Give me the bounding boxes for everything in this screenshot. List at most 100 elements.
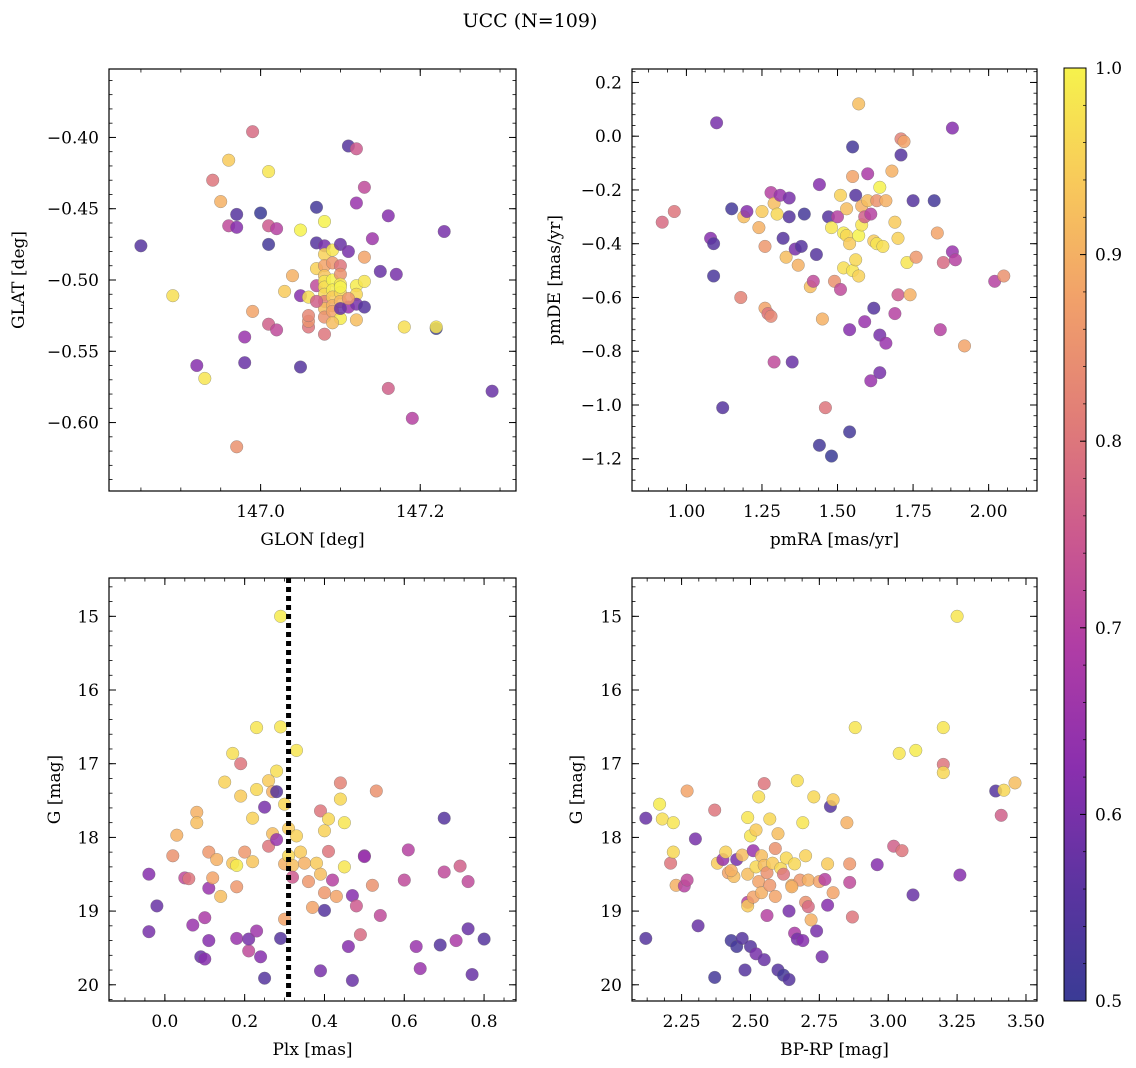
data-point — [341, 939, 355, 954]
data-point — [278, 284, 292, 298]
data-point — [242, 932, 256, 946]
data-point — [373, 908, 387, 923]
data-point — [764, 309, 778, 323]
data-point — [313, 804, 328, 818]
data-point — [134, 239, 148, 253]
data-point — [465, 967, 479, 982]
x-tick-label: 3.00 — [869, 1012, 907, 1032]
data-point — [449, 934, 463, 948]
data-point — [876, 239, 890, 253]
data-point — [879, 194, 893, 208]
data-point — [719, 845, 733, 859]
data-point — [230, 207, 244, 221]
data-point — [289, 829, 304, 843]
data-point — [936, 255, 950, 270]
data-point — [349, 196, 363, 210]
data-point — [317, 824, 332, 838]
data-point — [429, 320, 443, 334]
data-point — [270, 833, 284, 847]
y-axis-label: GLAT [deg] — [9, 231, 29, 329]
x-tick-label: 1.00 — [667, 502, 705, 522]
data-point — [409, 939, 423, 954]
data-point — [655, 812, 669, 826]
x-tick-label: 147.0 — [236, 502, 285, 522]
data-point — [735, 848, 749, 862]
data-point — [782, 210, 796, 224]
data-point — [309, 200, 324, 214]
data-point — [870, 858, 884, 872]
data-point — [198, 371, 212, 385]
data-point — [349, 313, 363, 327]
data-point — [357, 250, 371, 264]
data-point — [782, 904, 796, 918]
data-point — [821, 898, 835, 912]
y-tick-label: −0.2 — [581, 181, 622, 201]
data-point — [309, 856, 324, 870]
data-point — [357, 300, 371, 314]
data-point — [234, 757, 248, 771]
data-point — [897, 135, 911, 149]
x-tick-label: 2.25 — [663, 1012, 701, 1032]
data-point — [909, 743, 923, 757]
data-point — [691, 919, 705, 933]
data-point — [453, 859, 467, 873]
colorbar-gradient — [1063, 67, 1087, 1002]
data-point — [894, 148, 908, 162]
data-point — [953, 868, 967, 882]
data-point — [413, 962, 427, 976]
data-point — [846, 140, 860, 154]
data-point — [725, 202, 739, 216]
panel-1: 147.0 147.2 −0.60 −0.55 −0.50 −0.45 −0.40 GLON … — [9, 68, 517, 550]
colorbar-ticks: 0.5 0.6 0.7 0.8 0.9 1.0 — [1080, 59, 1122, 1012]
data-point — [818, 872, 832, 886]
data-point — [666, 816, 680, 830]
data-point — [381, 209, 395, 223]
x-axis-label: GLON [deg] — [260, 530, 364, 550]
y-tick-label: 19 — [77, 902, 99, 922]
data-point — [317, 327, 332, 341]
data-point — [477, 932, 491, 946]
y-axis-label: G [mag] — [45, 755, 65, 824]
data-point — [381, 381, 395, 395]
x-tick-label: 2.00 — [970, 502, 1008, 522]
data-point — [796, 934, 810, 948]
data-point — [341, 291, 355, 306]
data-point — [843, 425, 857, 439]
data-point — [182, 872, 196, 886]
data-point — [760, 908, 774, 923]
data-point — [771, 827, 785, 841]
data-point — [262, 165, 276, 179]
data-point — [888, 307, 902, 321]
data-point — [461, 922, 475, 936]
data-point — [230, 440, 244, 454]
data-point — [864, 374, 878, 388]
data-point — [826, 793, 840, 807]
data-point — [461, 875, 475, 889]
data-point — [891, 288, 905, 302]
data-point — [437, 865, 451, 879]
data-point — [293, 845, 308, 859]
colorbar-tick-label: 1.0 — [1095, 59, 1122, 79]
x-tick-label: 1.50 — [819, 502, 857, 522]
data-point — [242, 944, 256, 958]
data-point — [804, 913, 818, 927]
data-point — [437, 224, 451, 239]
data-point — [758, 239, 772, 253]
data-point — [150, 899, 164, 913]
data-point — [226, 746, 240, 760]
x-tick-label: 3.25 — [938, 1012, 976, 1032]
y-tick-label: 16 — [600, 681, 622, 701]
x-tick-label: 0.8 — [471, 1012, 498, 1032]
data-point — [373, 264, 387, 278]
y-tick-label: 15 — [600, 607, 622, 627]
data-point — [341, 244, 355, 259]
data-point — [895, 844, 909, 858]
data-point — [397, 320, 411, 334]
data-point — [776, 231, 790, 245]
data-point — [357, 274, 371, 288]
data-point — [433, 938, 447, 952]
data-point — [1008, 776, 1022, 790]
data-point — [716, 401, 730, 415]
data-point — [738, 963, 752, 977]
